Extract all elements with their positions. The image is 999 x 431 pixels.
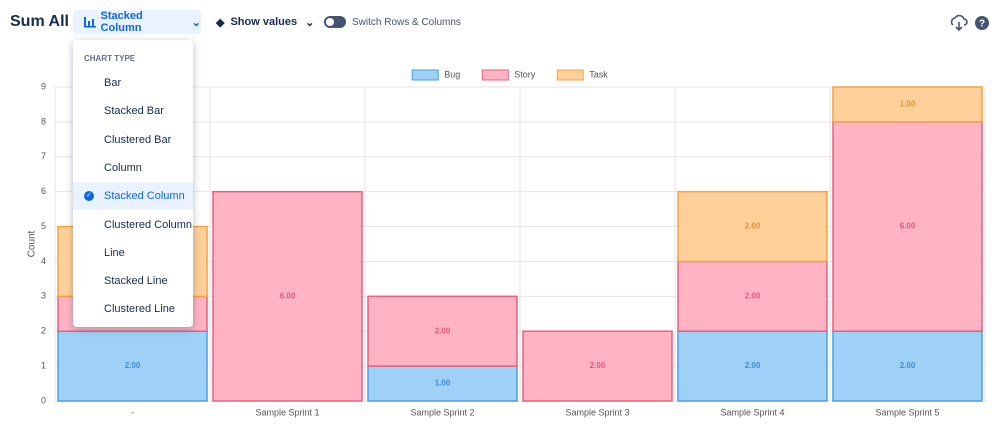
value-label: 1.00 (435, 379, 451, 388)
legend: Bug Story Task (411, 69, 608, 81)
value-label: 6.00 (900, 222, 916, 231)
legend-label: Story (514, 69, 536, 79)
menu-item[interactable]: Bar (104, 77, 122, 89)
menu-item[interactable]: Column (104, 161, 142, 174)
bar-segment (832, 121, 983, 332)
menu-item[interactable]: Clustered Line (104, 303, 175, 316)
show-values-button[interactable]: ◆ Show values ⌄ (216, 10, 314, 34)
value-label: 2.00 (745, 291, 761, 300)
bar-segment (367, 365, 518, 402)
svg-text:?: ? (979, 19, 985, 30)
value-label: 2.00 (900, 361, 916, 370)
switch-label: Switch Rows & Columns (352, 16, 461, 28)
menu-heading: CHART TYPE (84, 54, 136, 63)
menu-item[interactable]: Stacked Bar (104, 105, 164, 118)
bar-segment (57, 330, 208, 402)
x-tick-label: Sample Sprint 4 (720, 407, 784, 417)
value-label: 2.00 (125, 361, 141, 370)
bar-segment (677, 260, 828, 332)
toolbar-icons: ? (950, 14, 989, 32)
chart-type-label: Stacked Column (100, 10, 143, 34)
y-tick-label: 3 (41, 291, 46, 301)
help-icon[interactable] (975, 16, 989, 30)
y-tick-label: 1 (41, 360, 46, 370)
bar-segment (677, 330, 828, 402)
y-tick-label: 9 (41, 81, 46, 91)
menu-item[interactable]: Stacked Column ✓ (73, 182, 193, 211)
bar-segment (832, 86, 983, 123)
bar-segment (367, 295, 518, 367)
chart-type-menu: CHART TYPE Bar Stacked Bar Clustered Bar Co… (73, 40, 193, 327)
y-axis-title: Count (27, 230, 38, 257)
menu-item[interactable]: Clustered Bar (104, 133, 172, 146)
bar-segment (832, 330, 983, 402)
toggle (324, 16, 346, 28)
y-tick-label: 6 (41, 186, 46, 196)
chart-icon (84, 17, 96, 28)
tag-icon: ◆ (216, 16, 225, 29)
bar-segment (522, 330, 673, 402)
x-tick-label: - (131, 407, 134, 417)
value-label: 1.00 (900, 100, 916, 109)
legend-swatch (411, 69, 439, 81)
menu-item[interactable]: Clustered Column (104, 218, 193, 231)
value-label: 2.00 (745, 222, 761, 231)
bar-segment (677, 190, 828, 263)
value-label: 2.00 (745, 361, 761, 370)
value-label: 6.00 (280, 291, 296, 300)
chart-type-button[interactable]: Stacked Column ⌄ (73, 10, 201, 34)
legend-label: Task (589, 69, 608, 79)
show-values-label: Show values (230, 16, 298, 28)
x-tick-label: Sample Sprint 5 (875, 407, 939, 417)
x-tick-label: Sample Sprint 3 (565, 407, 629, 417)
y-tick-label: 4 (41, 256, 46, 266)
y-tick-label: 8 (41, 116, 46, 126)
y-tick-label: 7 (41, 151, 46, 161)
menu-item[interactable]: Line (104, 246, 125, 259)
download-icon[interactable] (950, 14, 968, 26)
x-tick-label: Sample Sprint 2 (410, 407, 474, 417)
legend-label: Bug (444, 69, 460, 79)
menu-item[interactable]: Stacked Line (104, 275, 168, 288)
value-label: 2.00 (590, 361, 606, 370)
check-icon: ✓ (84, 191, 94, 202)
legend-swatch (481, 69, 509, 81)
page-title: Sum All (10, 13, 69, 30)
legend-swatch (556, 69, 584, 81)
bar-segment (212, 190, 363, 402)
chevron: ⌄ (305, 16, 315, 29)
value-label: 2.00 (435, 326, 451, 335)
y-tick-label: 2 (41, 326, 46, 336)
chevron: ⌄ (191, 16, 201, 29)
switch-toggle[interactable]: Switch Rows & Columns (324, 10, 461, 34)
y-tick-label: 5 (41, 221, 46, 231)
y-tick-label: 0 (41, 395, 46, 405)
x-tick-label: Sample Sprint 1 (255, 407, 319, 417)
